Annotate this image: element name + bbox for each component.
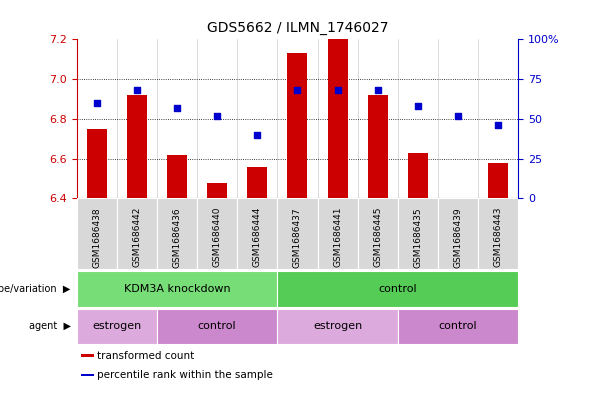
Text: control: control (379, 284, 417, 294)
Bar (327, 39, 348, 198)
Point (373, 87, 382, 94)
Bar (478, 198, 518, 269)
Bar (197, 198, 237, 269)
Bar (157, 198, 197, 269)
Bar (81, 354, 94, 357)
Bar (207, 182, 227, 198)
Point (494, 122, 503, 129)
Point (172, 105, 181, 111)
Text: GSM1686442: GSM1686442 (133, 207, 141, 267)
Text: GSM1686436: GSM1686436 (173, 207, 181, 268)
Title: GDS5662 / ILMN_1746027: GDS5662 / ILMN_1746027 (207, 22, 388, 35)
Point (213, 112, 222, 119)
Bar (317, 198, 358, 269)
Text: GSM1686435: GSM1686435 (413, 207, 422, 268)
Bar (438, 198, 478, 269)
Text: transformed count: transformed count (97, 351, 194, 361)
Bar (157, 309, 277, 344)
Text: GSM1686441: GSM1686441 (333, 207, 342, 268)
Point (132, 87, 141, 94)
Bar (287, 53, 307, 198)
Bar (87, 129, 107, 198)
Point (92, 100, 101, 106)
Text: control: control (439, 321, 478, 331)
Point (333, 87, 342, 94)
Bar (237, 198, 277, 269)
Text: GSM1686437: GSM1686437 (293, 207, 302, 268)
Text: GSM1686443: GSM1686443 (494, 207, 503, 268)
Bar (277, 198, 317, 269)
Bar (77, 309, 157, 344)
Text: agent  ▶: agent ▶ (29, 321, 71, 331)
Text: percentile rank within the sample: percentile rank within the sample (97, 370, 273, 380)
Text: GSM1686444: GSM1686444 (253, 207, 262, 267)
Text: estrogen: estrogen (92, 321, 141, 331)
Point (413, 103, 423, 109)
Bar (117, 198, 157, 269)
Text: KDM3A knockdown: KDM3A knockdown (124, 284, 230, 294)
Bar (277, 309, 398, 344)
Text: GSM1686440: GSM1686440 (213, 207, 221, 268)
Bar (398, 198, 438, 269)
Bar (408, 153, 428, 198)
Bar (368, 95, 388, 198)
Text: genotype/variation  ▶: genotype/variation ▶ (0, 284, 71, 294)
Bar (358, 198, 398, 269)
Bar (488, 163, 508, 198)
Text: GSM1686438: GSM1686438 (92, 207, 101, 268)
Bar (247, 167, 267, 198)
Bar (77, 271, 277, 307)
Bar (167, 155, 187, 198)
Bar (127, 95, 147, 198)
Text: control: control (198, 321, 236, 331)
Bar (277, 271, 518, 307)
Text: estrogen: estrogen (313, 321, 362, 331)
Bar (77, 198, 117, 269)
Point (293, 87, 302, 94)
Text: GSM1686439: GSM1686439 (454, 207, 462, 268)
Bar (81, 374, 94, 376)
Point (454, 112, 463, 119)
Point (253, 132, 262, 138)
Text: GSM1686445: GSM1686445 (373, 207, 382, 268)
Bar (398, 309, 518, 344)
